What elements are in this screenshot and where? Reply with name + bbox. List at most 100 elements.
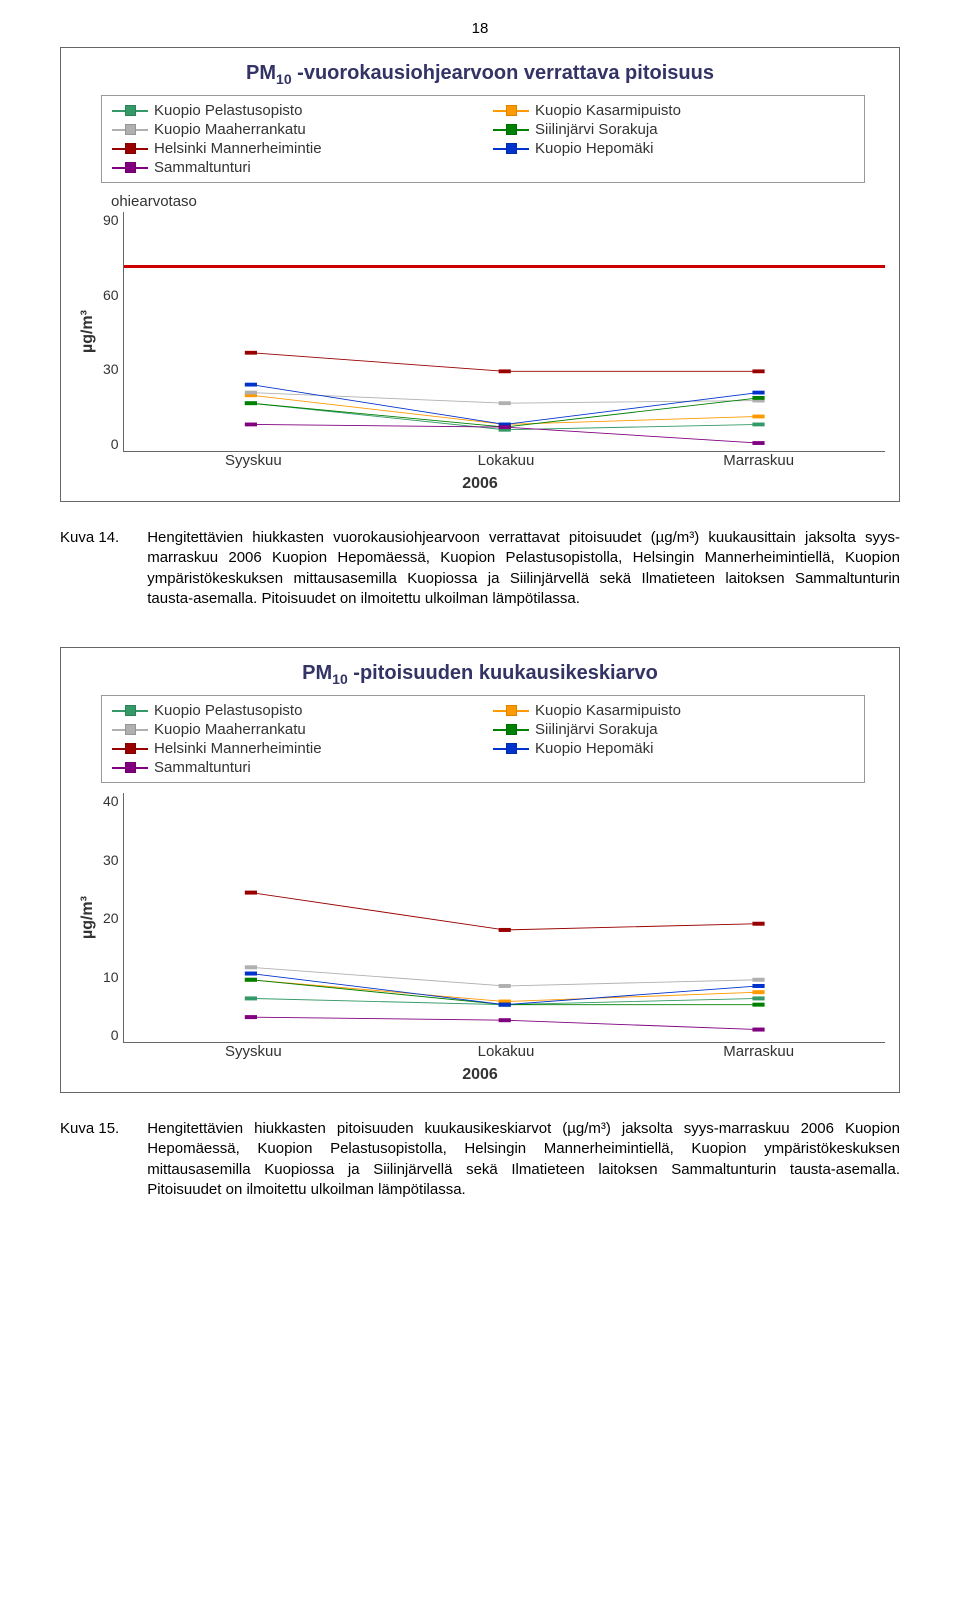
chart-2-x-year: 2006 (75, 1066, 885, 1084)
chart-1-title: PM10 -vuorokausiohjearvoon verrattava pi… (75, 62, 885, 87)
series-marker (244, 351, 256, 355)
series-marker (498, 369, 510, 373)
legend-item: Kuopio Hepomäki (493, 140, 854, 157)
chart-1-plot-wrap: µg/m³ 9060300 (75, 212, 885, 452)
legend-label: Helsinki Mannerheimintie (154, 140, 322, 157)
legend-swatch (493, 703, 529, 719)
legend-swatch (112, 141, 148, 157)
legend-item: Kuopio Maaherrankatu (112, 721, 473, 738)
x-tick-label: Syyskuu (127, 1043, 380, 1060)
legend-swatch (493, 722, 529, 738)
legend-label: Kuopio Hepomäki (535, 740, 653, 757)
series-marker (244, 891, 256, 895)
caption-1-label: Kuva 14. (60, 528, 119, 609)
chart-1-y-label: µg/m³ (75, 212, 101, 452)
series-marker (752, 396, 764, 400)
legend-swatch (112, 122, 148, 138)
series-marker (498, 1003, 510, 1007)
series-marker (244, 972, 256, 976)
chart-2-x-ticks: SyyskuuLokakuuMarraskuu (127, 1043, 885, 1060)
series-marker (244, 978, 256, 982)
legend-label: Kuopio Pelastusopisto (154, 102, 302, 119)
series-marker (752, 369, 764, 373)
legend-swatch (112, 103, 148, 119)
legend-grid: Kuopio Pelastusopisto Kuopio Kasarmipuist… (112, 102, 854, 176)
legend-item: Kuopio Kasarmipuisto (493, 702, 854, 719)
series-marker (244, 383, 256, 387)
legend-label: Kuopio Maaherrankatu (154, 721, 306, 738)
chart-2-y-label: µg/m³ (75, 793, 101, 1043)
legend-swatch (112, 760, 148, 776)
caption-1-text: Hengitettävien hiukkasten vuorokausiohje… (147, 528, 900, 609)
legend-label: Kuopio Maaherrankatu (154, 121, 306, 138)
series-line (250, 353, 758, 372)
ohje-label: ohiearvotaso (111, 193, 885, 210)
legend-label: Helsinki Mannerheimintie (154, 740, 322, 757)
series-marker (752, 990, 764, 994)
legend-item: Kuopio Pelastusopisto (112, 702, 473, 719)
legend-label: Kuopio Kasarmipuisto (535, 702, 681, 719)
legend-swatch (112, 703, 148, 719)
caption-2: Kuva 15. Hengitettävien hiukkasten pitoi… (60, 1119, 900, 1200)
chart-2-title: PM10 -pitoisuuden kuukausikeskiarvo (75, 662, 885, 687)
legend-item: Helsinki Mannerheimintie (112, 140, 473, 157)
series-marker (752, 978, 764, 982)
legend-item: Sammaltunturi (112, 759, 473, 776)
legend-item: Sammaltunturi (112, 159, 473, 176)
x-tick-label: Lokakuu (380, 1043, 633, 1060)
series-svg (124, 212, 885, 451)
y-tick-label: 30 (103, 852, 119, 868)
chart-2-plot-wrap: µg/m³ 403020100 (75, 793, 885, 1043)
legend-swatch (112, 160, 148, 176)
chart-1: PM10 -vuorokausiohjearvoon verrattava pi… (60, 47, 900, 502)
series-marker (498, 984, 510, 988)
series-marker (244, 391, 256, 395)
chart-2-legend: Kuopio Pelastusopisto Kuopio Kasarmipuist… (101, 695, 865, 783)
legend-item: Kuopio Kasarmipuisto (493, 102, 854, 119)
series-marker (752, 1003, 764, 1007)
series-marker (752, 391, 764, 395)
x-tick-label: Marraskuu (632, 1043, 885, 1060)
chart-1-plot (123, 212, 885, 452)
series-marker (752, 922, 764, 926)
x-tick-label: Marraskuu (632, 452, 885, 469)
page-number: 18 (20, 20, 940, 37)
legend-label: Kuopio Pelastusopisto (154, 702, 302, 719)
legend-swatch (112, 722, 148, 738)
chart-1-x-year: 2006 (75, 475, 885, 493)
legend-item: Helsinki Mannerheimintie (112, 740, 473, 757)
y-tick-label: 0 (111, 436, 119, 452)
chart-2-plot (123, 793, 885, 1043)
legend-swatch (112, 741, 148, 757)
series-marker (752, 441, 764, 445)
legend-label: Siilinjärvi Sorakuja (535, 121, 658, 138)
legend-label: Kuopio Hepomäki (535, 140, 653, 157)
x-tick-label: Lokakuu (380, 452, 633, 469)
legend-swatch (493, 741, 529, 757)
legend-item: Kuopio Maaherrankatu (112, 121, 473, 138)
chart-1-x-ticks: SyyskuuLokakuuMarraskuu (127, 452, 885, 469)
legend-grid: Kuopio Pelastusopisto Kuopio Kasarmipuist… (112, 702, 854, 776)
series-line (250, 893, 758, 930)
chart-2: PM10 -pitoisuuden kuukausikeskiarvo Kuop… (60, 647, 900, 1093)
y-tick-label: 40 (103, 793, 119, 809)
legend-item: Kuopio Hepomäki (493, 740, 854, 757)
y-tick-label: 10 (103, 969, 119, 985)
caption-2-label: Kuva 15. (60, 1119, 119, 1200)
series-marker (244, 965, 256, 969)
series-marker (498, 928, 510, 932)
x-tick-label: Syyskuu (127, 452, 380, 469)
legend-swatch (493, 141, 529, 157)
legend-label: Sammaltunturi (154, 759, 251, 776)
series-marker (752, 984, 764, 988)
legend-item: Siilinjärvi Sorakuja (493, 121, 854, 138)
legend-swatch (493, 103, 529, 119)
chart-1-legend: Kuopio Pelastusopisto Kuopio Kasarmipuist… (101, 95, 865, 183)
chart-2-y-ticks: 403020100 (101, 793, 123, 1043)
series-marker (498, 401, 510, 405)
legend-label: Kuopio Kasarmipuisto (535, 102, 681, 119)
y-tick-label: 60 (103, 287, 119, 303)
series-marker (244, 1015, 256, 1019)
chart-1-y-ticks: 9060300 (101, 212, 123, 452)
legend-swatch (493, 122, 529, 138)
